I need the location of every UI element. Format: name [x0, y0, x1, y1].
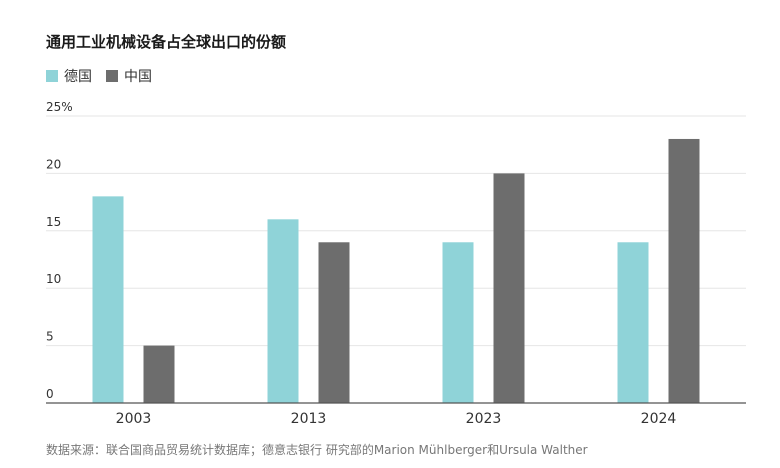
bar-2013-china — [318, 242, 350, 403]
bar-2023-germany — [442, 242, 474, 403]
legend-swatch-germany — [46, 70, 58, 82]
bar-2003-germany — [92, 196, 124, 403]
y-tick-label: 15 — [46, 215, 61, 229]
y-tick-label: 0 — [46, 387, 54, 401]
y-tick-label: 5 — [46, 330, 54, 344]
x-tick-label: 2013 — [291, 411, 327, 427]
legend-label-china: 中国 — [124, 69, 152, 85]
y-tick-label: 20 — [46, 157, 61, 171]
legend-item-china: 中国 — [106, 66, 152, 86]
bar-2024-china — [668, 138, 700, 403]
legend-item-germany: 德国 — [46, 66, 92, 86]
x-tick-label: 2024 — [641, 411, 677, 427]
legend: 德国 中国 — [46, 66, 166, 86]
y-tick-label: 10 — [46, 272, 61, 286]
bar-2013-germany — [267, 219, 299, 403]
legend-label-germany: 德国 — [64, 69, 92, 85]
bar-2003-china — [143, 345, 175, 403]
bar-2024-germany — [617, 242, 649, 403]
source-note: 数据来源：联合国商品贸易统计数据库；德意志银行 研究部的Marion Mühlb… — [46, 443, 588, 457]
y-tick-label: 25% — [46, 100, 73, 114]
bar-2023-china — [493, 173, 525, 403]
legend-swatch-china — [106, 70, 118, 82]
x-tick-label: 2003 — [116, 411, 152, 427]
chart-title: 通用工业机械设备占全球出口的份额 — [46, 33, 287, 51]
x-tick-label: 2023 — [466, 411, 502, 427]
